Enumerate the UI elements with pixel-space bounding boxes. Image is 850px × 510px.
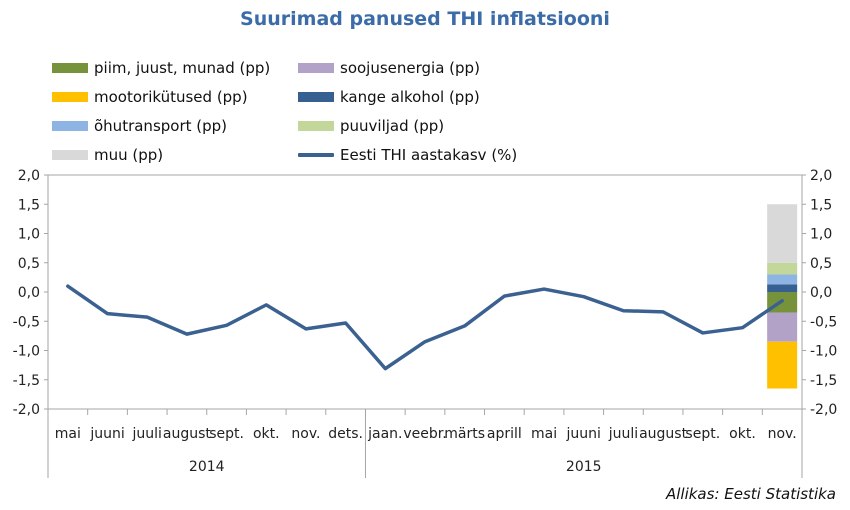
bar-segment <box>767 284 798 292</box>
legend-swatch-muu <box>52 150 88 160</box>
x-tick-label: okt. <box>729 426 756 442</box>
legend-label-soojusenergia: soojusenergia (pp) <box>340 59 480 77</box>
legend-label-thi-line: Eesti THI aastakasv (%) <box>340 146 518 164</box>
year-label: 2015 <box>566 459 602 475</box>
legend-swatch-piim <box>52 63 88 73</box>
legend-label-ohutransport: õhutransport (pp) <box>94 117 228 135</box>
x-tick-label: juuni <box>89 426 124 442</box>
y-tick-label-right: -1,0 <box>810 344 837 360</box>
y-tick-label-left: 1,0 <box>18 227 40 243</box>
y-tick-label-right: 0,5 <box>810 256 832 272</box>
y-tick-label-left: -1,5 <box>13 373 40 389</box>
legend-label-mootorikutused: mootorikütused (pp) <box>94 88 248 106</box>
y-tick-label-left: 0,5 <box>18 256 40 272</box>
x-tick-label: märts <box>444 426 485 442</box>
x-tick-label: okt. <box>253 426 280 442</box>
bar-segment <box>767 312 798 342</box>
year-label: 2014 <box>189 459 225 475</box>
legend-swatch-kange-alkohol <box>298 92 334 102</box>
legend-swatch-puuviljad <box>298 121 334 131</box>
bar-segment <box>767 262 798 275</box>
legend-label-kange-alkohol: kange alkohol (pp) <box>340 88 480 106</box>
bar-segment <box>767 341 798 389</box>
y-tick-label-right: -1,5 <box>810 373 837 389</box>
x-tick-label: juuli <box>131 426 161 442</box>
y-tick-label-left: -1,0 <box>13 344 40 360</box>
legend-label-piim: piim, juust, munad (pp) <box>94 59 271 77</box>
legend-swatch-soojusenergia <box>298 63 334 73</box>
y-tick-label-right: -0,5 <box>810 314 837 330</box>
legend-item-ohutransport: õhutransport (pp) <box>52 116 227 136</box>
bar-segment <box>767 204 798 263</box>
source-note: Allikas: Eesti Statistika <box>665 485 836 503</box>
y-tick-label-right: 2,0 <box>810 168 832 184</box>
y-tick-label-left: -0,5 <box>13 314 40 330</box>
legend-item-muu: muu (pp) <box>52 145 163 165</box>
x-tick-label: juuni <box>566 426 601 442</box>
legend-item-thi-line: Eesti THI aastakasv (%) <box>298 145 517 165</box>
legend-item-piim: piim, juust, munad (pp) <box>52 58 270 78</box>
y-tick-label-left: -2,0 <box>13 402 40 418</box>
y-tick-label-right: 1,0 <box>810 227 832 243</box>
y-tick-label-right: 0,0 <box>810 285 832 301</box>
x-tick-label: jaan. <box>367 426 402 442</box>
chart-title: Suurimad panused THI inflatsiooni <box>240 8 610 30</box>
x-tick-label: august <box>639 426 688 442</box>
y-tick-label-left: 0,0 <box>18 285 40 301</box>
legend-item-kange-alkohol: kange alkohol (pp) <box>298 87 480 107</box>
legend-swatch-mootorikutused <box>52 92 88 102</box>
x-tick-label: mai <box>531 426 557 442</box>
bar-segment <box>767 274 798 285</box>
x-tick-label: nov. <box>291 426 320 442</box>
x-tick-label: sept. <box>209 426 244 442</box>
legend-label-puuviljad: puuviljad (pp) <box>340 117 445 135</box>
y-tick-label-right: -2,0 <box>810 402 837 418</box>
legend-label-muu: muu (pp) <box>94 146 164 164</box>
x-tick-label: august <box>163 426 212 442</box>
legend-item-mootorikutused: mootorikütused (pp) <box>52 87 248 107</box>
thi-line <box>66 284 784 371</box>
x-tick-label: sept. <box>685 426 720 442</box>
x-tick-label: nov. <box>768 426 797 442</box>
x-tick-label: juuli <box>608 426 638 442</box>
x-tick-label: mai <box>55 426 81 442</box>
legend-item-soojusenergia: soojusenergia (pp) <box>298 58 480 78</box>
legend-item-puuviljad: puuviljad (pp) <box>298 116 444 136</box>
x-tick-label: veebr. <box>403 426 446 442</box>
legend-swatch-thi-line <box>298 153 334 157</box>
legend-swatch-ohutransport <box>52 121 88 131</box>
y-tick-label-right: 1,5 <box>810 197 832 213</box>
y-tick-label-left: 2,0 <box>18 168 40 184</box>
y-tick-label-left: 1,5 <box>18 197 40 213</box>
x-tick-label: aprill <box>487 426 522 442</box>
x-tick-label: dets. <box>328 426 363 442</box>
plot-border <box>47 174 803 410</box>
